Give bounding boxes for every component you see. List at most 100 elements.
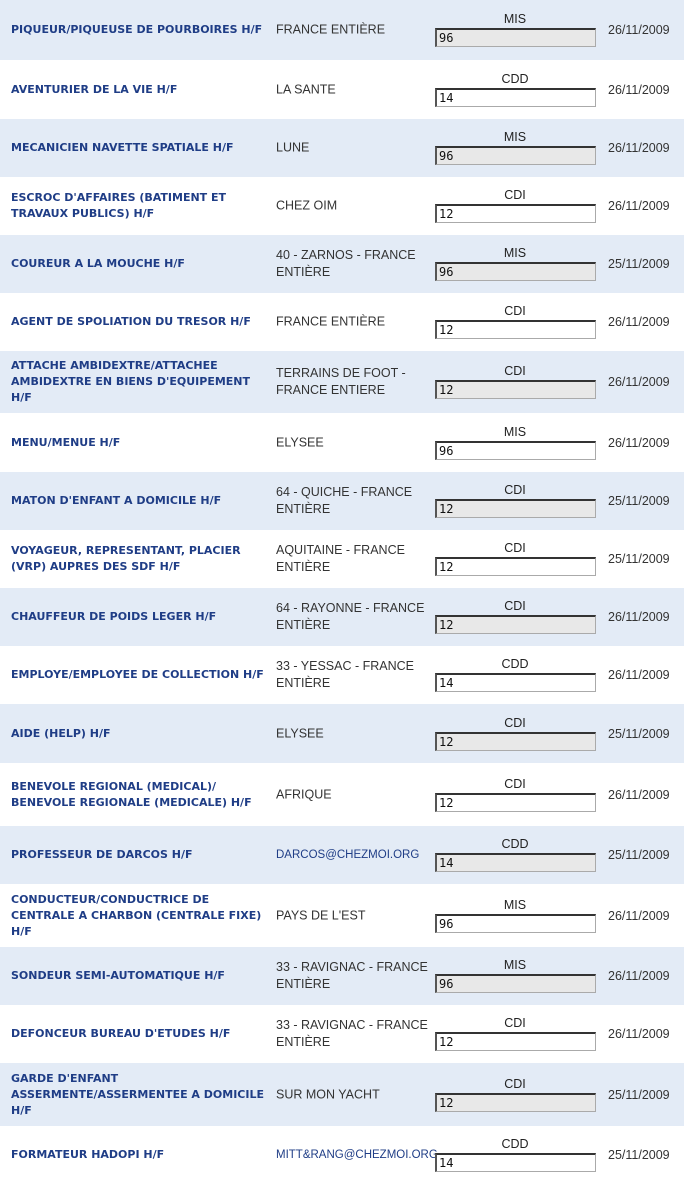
job-row: AGENT DE SPOLIATION DU TRESOR H/F FRANCE…	[0, 293, 684, 351]
job-date: 26/11/2009	[608, 315, 670, 329]
contract-value-input[interactable]	[435, 615, 596, 634]
job-title-link[interactable]: AVENTURIER DE LA VIE H/F	[11, 82, 178, 96]
job-date: 26/11/2009	[608, 908, 670, 923]
job-row: ATTACHE AMBIDEXTRE/ATTACHEE AMBIDEXTRE E…	[0, 351, 684, 413]
job-date: 26/11/2009	[608, 375, 670, 389]
job-row: PROFESSEUR DE DARCOS H/F DARCOS@CHEZMOI.…	[0, 826, 684, 884]
job-title-link[interactable]: MENU/MENUE H/F	[11, 435, 121, 449]
location-text: CHEZ OIM	[276, 198, 338, 213]
contract-value-input[interactable]	[435, 1153, 596, 1172]
job-date: 25/11/2009	[608, 552, 670, 566]
location-text: ELYSEE	[276, 435, 324, 449]
job-title-link[interactable]: CONDUCTEUR/CONDUCTRICE DE CENTRALE A CHA…	[11, 892, 262, 938]
contract-value-input[interactable]	[435, 440, 596, 460]
contract-type: CDI	[504, 541, 526, 555]
email-link[interactable]: MITT&RANG@CHEZMOI.ORG	[276, 1149, 438, 1161]
job-date: 25/11/2009	[608, 257, 670, 271]
contract-value-input[interactable]	[435, 28, 596, 47]
job-title-link[interactable]: ESCROC D'AFFAIRES (BATIMENT ET TRAVAUX P…	[11, 191, 227, 220]
contract-value-input[interactable]	[435, 557, 596, 576]
contract-value-input[interactable]	[435, 146, 596, 165]
contract-value-input[interactable]	[435, 673, 596, 692]
job-title-link[interactable]: VOYAGEUR, REPRESENTANT, PLACIER (VRP) AU…	[11, 544, 241, 573]
job-location: MITT&RANG@CHEZMOI.ORG	[276, 1146, 438, 1164]
contract-value-input[interactable]	[435, 87, 596, 107]
contract-value-input[interactable]	[435, 320, 596, 339]
job-row: MATON D'ENFANT A DOMICILE H/F 64 - QUICH…	[0, 472, 684, 530]
contract-value-input[interactable]	[435, 380, 596, 399]
job-date: 25/11/2009	[608, 1148, 670, 1162]
job-title-link[interactable]: CHAUFFEUR DE POIDS LEGER H/F	[11, 610, 217, 623]
job-location: TERRAINS DE FOOT - FRANCE ENTIERE	[276, 365, 436, 399]
job-title-link[interactable]: PROFESSEUR DE DARCOS H/F	[11, 848, 193, 861]
job-title-link[interactable]: SONDEUR SEMI-AUTOMATIQUE H/F	[11, 969, 225, 982]
contract-value-input[interactable]	[435, 1032, 596, 1051]
job-title-link[interactable]: BENEVOLE REGIONAL (MEDICAL)/ BENEVOLE RE…	[11, 779, 252, 809]
contract-type: CDI	[504, 364, 526, 378]
contract-type: MIS	[503, 246, 527, 260]
job-title-link[interactable]: EMPLOYE/EMPLOYEE DE COLLECTION H/F	[11, 668, 264, 681]
location-text: 33 - RAVIGNAC - FRANCE ENTIÈRE	[276, 1018, 428, 1049]
job-title-link[interactable]: COUREUR A LA MOUCHE H/F	[11, 257, 185, 270]
contract-value-input[interactable]	[435, 792, 596, 812]
email-link[interactable]: DARCOS@CHEZMOI.ORG	[276, 849, 420, 861]
location-text: 33 - YESSAC - FRANCE ENTIÈRE	[276, 659, 415, 690]
contract-type: CDI	[504, 483, 526, 497]
contract-type: MIS	[503, 424, 527, 439]
contract-type: MIS	[503, 130, 527, 144]
job-location: LUNE	[276, 140, 436, 157]
location-text: 64 - RAYONNE - FRANCE ENTIÈRE	[276, 601, 425, 632]
job-location: 33 - RAVIGNAC - FRANCE ENTIÈRE	[276, 959, 436, 993]
location-text: LUNE	[276, 140, 310, 155]
contract-value-input[interactable]	[435, 204, 596, 223]
job-date: 25/11/2009	[608, 1087, 670, 1102]
job-title-link[interactable]: MECANICIEN NAVETTE SPATIALE H/F	[11, 141, 234, 154]
location-text: PAYS DE L'EST	[276, 908, 366, 922]
job-title-link[interactable]: PIQUEUR/PIQUEUSE DE POURBOIRES H/F	[11, 23, 263, 36]
job-location: LA SANTE	[276, 81, 436, 98]
job-title-link[interactable]: MATON D'ENFANT A DOMICILE H/F	[11, 494, 222, 507]
contract-type: CDI	[504, 1016, 526, 1030]
job-title-link[interactable]: DEFONCEUR BUREAU D'ETUDES H/F	[11, 1027, 231, 1040]
job-date: 26/11/2009	[608, 23, 670, 37]
job-title-link[interactable]: GARDE D'ENFANT ASSERMENTE/ASSERMENTEE A …	[11, 1071, 264, 1117]
location-text: ELYSEE	[276, 726, 324, 740]
job-location: 64 - RAYONNE - FRANCE ENTIÈRE	[276, 600, 436, 634]
job-row: AIDE (HELP) H/F ELYSEE CDI 25/11/2009	[0, 704, 684, 763]
job-row: SONDEUR SEMI-AUTOMATIQUE H/F 33 - RAVIGN…	[0, 947, 684, 1005]
contract-value-input[interactable]	[435, 853, 596, 872]
job-location: DARCOS@CHEZMOI.ORG	[276, 846, 436, 864]
job-date: 26/11/2009	[608, 199, 670, 213]
job-date: 26/11/2009	[608, 1027, 670, 1041]
job-title-link[interactable]: AIDE (HELP) H/F	[11, 726, 111, 740]
contract-type: CDD	[501, 657, 529, 671]
job-location: AQUITAINE - FRANCE ENTIÈRE	[276, 542, 436, 576]
job-location: CHEZ OIM	[276, 198, 436, 215]
location-text: AFRIQUE	[276, 787, 332, 801]
contract-value-input[interactable]	[435, 499, 596, 518]
job-row: VOYAGEUR, REPRESENTANT, PLACIER (VRP) AU…	[0, 530, 684, 588]
job-date: 26/11/2009	[608, 435, 670, 450]
job-row: GARDE D'ENFANT ASSERMENTE/ASSERMENTEE A …	[0, 1063, 684, 1126]
contract-type: MIS	[503, 12, 527, 26]
job-row: FORMATEUR HADOPI H/F MITT&RANG@CHEZMOI.O…	[0, 1126, 684, 1184]
job-date: 25/11/2009	[608, 726, 670, 741]
job-row: COUREUR A LA MOUCHE H/F 40 - ZARNOS - FR…	[0, 235, 684, 293]
contract-value-input[interactable]	[435, 913, 596, 933]
job-title-link[interactable]: ATTACHE AMBIDEXTRE/ATTACHEE AMBIDEXTRE E…	[11, 359, 251, 404]
contract-value-input[interactable]	[435, 974, 596, 993]
contract-value-input[interactable]	[435, 262, 596, 281]
job-row: BENEVOLE REGIONAL (MEDICAL)/ BENEVOLE RE…	[0, 763, 684, 826]
contract-value-input[interactable]	[435, 1092, 596, 1112]
job-location: 64 - QUICHE - FRANCE ENTIÈRE	[276, 484, 436, 518]
job-date: 26/11/2009	[608, 610, 670, 624]
job-location: PAYS DE L'EST	[276, 907, 436, 924]
job-title-link[interactable]: FORMATEUR HADOPI H/F	[11, 1148, 165, 1161]
job-date: 26/11/2009	[608, 969, 670, 983]
job-location: AFRIQUE	[276, 786, 436, 803]
contract-value-input[interactable]	[435, 731, 596, 751]
job-row: ESCROC D'AFFAIRES (BATIMENT ET TRAVAUX P…	[0, 177, 684, 235]
job-date: 25/11/2009	[608, 494, 670, 508]
job-title-link[interactable]: AGENT DE SPOLIATION DU TRESOR H/F	[11, 315, 251, 328]
